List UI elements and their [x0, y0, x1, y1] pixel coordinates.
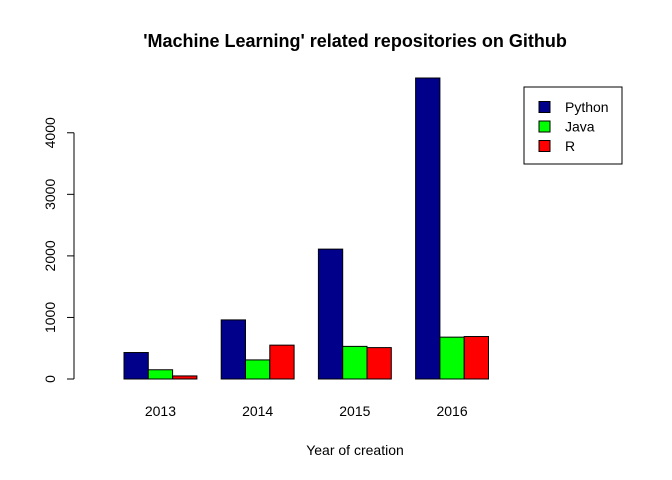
bar-r-2016 [463, 336, 490, 380]
bar-python-2014 [220, 319, 246, 380]
bar-java-2015 [342, 345, 368, 380]
legend-label-python: Python [565, 99, 609, 115]
bars [123, 77, 490, 380]
legend-swatch-python [538, 101, 551, 113]
x-axis-label: Year of creation [306, 442, 404, 458]
bar-r-2015 [366, 347, 392, 380]
legend-swatch-r [538, 140, 551, 152]
x-tick-label: 2014 [242, 403, 273, 419]
bar-python-2015 [317, 248, 344, 380]
bar-python-2016 [415, 77, 441, 380]
bar-java-2016 [439, 336, 465, 380]
bar-java-2014 [245, 359, 271, 380]
y-axis: 0 1000 2000 3000 4000 [42, 117, 75, 383]
x-tick-label: 2013 [145, 403, 176, 419]
y-tick-label: 1000 [42, 302, 58, 333]
chart-title: 'Machine Learning' related repositories … [143, 31, 567, 51]
bar-r-2013 [172, 375, 198, 380]
x-tick-labels: 2013 2014 2015 2016 [145, 403, 468, 419]
bar-r-2014 [269, 344, 295, 380]
legend-label-r: R [565, 138, 575, 154]
legend: Python Java R [523, 86, 623, 165]
y-tick-label: 0 [42, 375, 58, 383]
y-tick-label: 2000 [42, 240, 58, 271]
legend-swatch-java [538, 120, 551, 133]
x-tick-label: 2016 [436, 403, 467, 419]
x-tick-label: 2015 [339, 403, 370, 419]
legend-label-java: Java [565, 119, 595, 135]
y-tick-label: 4000 [42, 117, 58, 148]
y-tick-label: 3000 [42, 179, 58, 210]
bar-java-2013 [147, 369, 174, 380]
bar-python-2013 [123, 352, 149, 380]
